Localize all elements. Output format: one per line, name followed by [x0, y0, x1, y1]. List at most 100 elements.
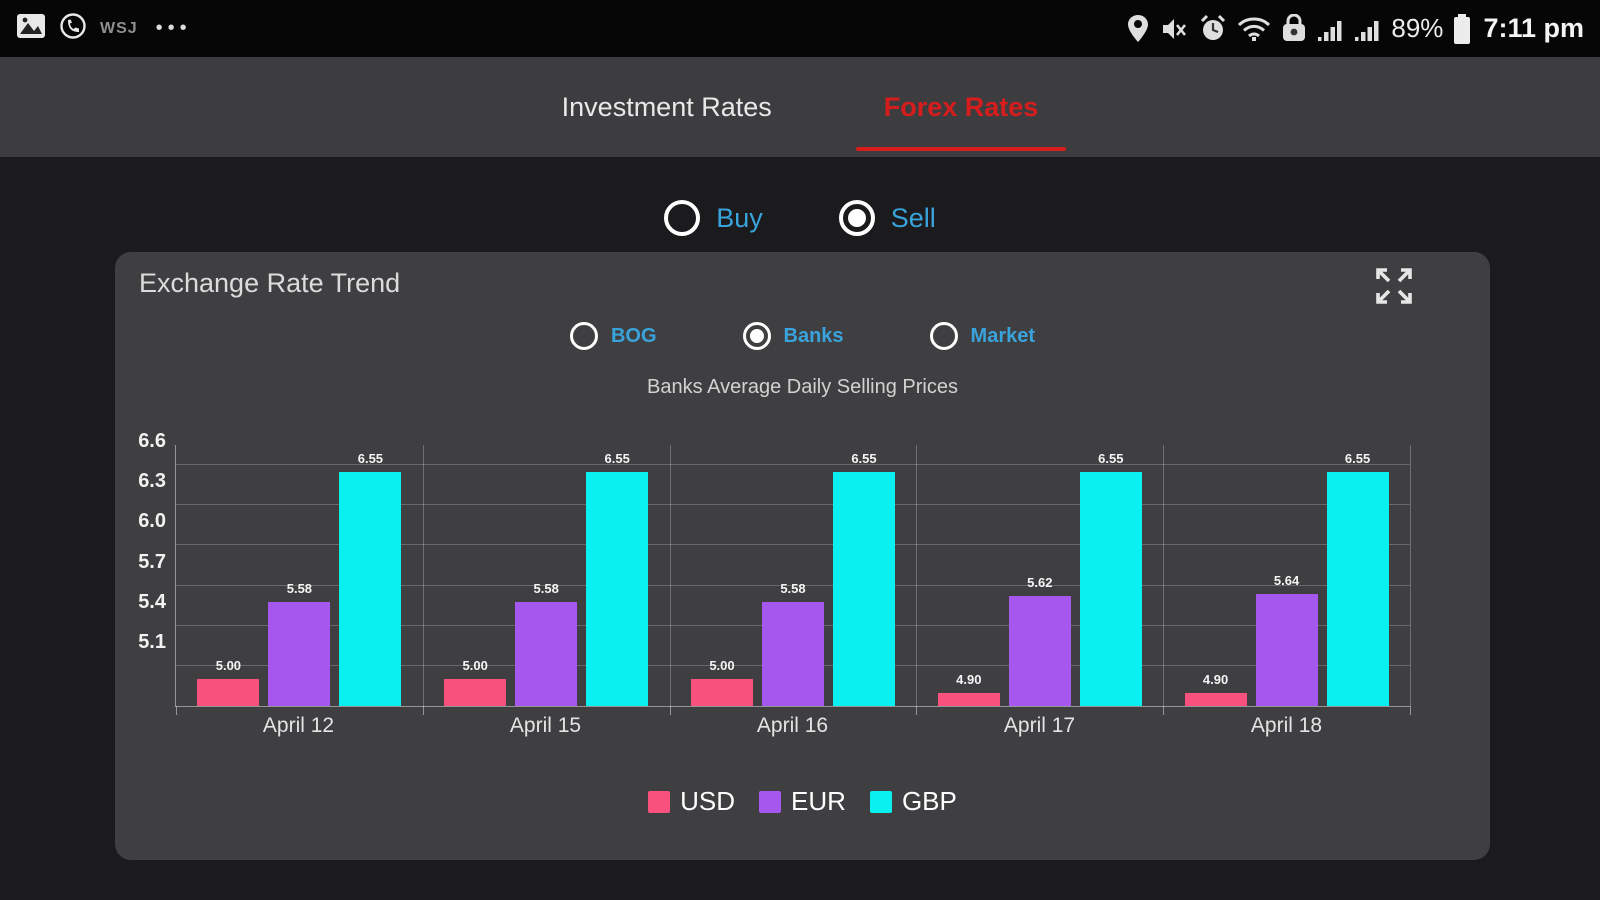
gridline-x-separator — [1163, 445, 1165, 706]
card-title: Exchange Rate Trend — [139, 268, 401, 298]
screenshot-icon — [16, 11, 46, 46]
bar-group-april-12: 5.00 5.58 6.55 — [176, 445, 423, 706]
chart-subtitle: Banks Average Daily Selling Prices — [647, 376, 958, 398]
wsj-notification-badge: WSJ — [100, 19, 138, 37]
bar-value-label: 5.58 — [780, 580, 806, 596]
legend-usd-swatch-icon — [648, 790, 671, 813]
alarm-icon — [1198, 14, 1228, 44]
bar-group-april-16: 5.00 5.58 6.55 — [670, 445, 917, 706]
bar-gbp-april-17: 6.55 — [1079, 451, 1142, 706]
tab-bar: Investment Rates Forex Rates — [0, 57, 1600, 157]
radio-buy-circle-icon — [664, 200, 701, 236]
buy-sell-toggle: Buy Sell — [0, 190, 1600, 246]
whatsapp-icon — [58, 11, 88, 46]
radio-bog-circle-icon — [569, 322, 598, 350]
legend-item-eur: EUR — [759, 786, 846, 817]
legend-gbp-swatch-icon — [869, 790, 892, 813]
bar-value-label: 5.58 — [533, 580, 559, 596]
bar-value-label: 5.00 — [462, 658, 488, 674]
more-notifications-icon: ••• — [155, 17, 192, 39]
radio-bog-label: BOG — [610, 324, 657, 347]
tab-forex-rates[interactable]: Forex Rates — [855, 57, 1067, 157]
bar-value-label: 6.55 — [604, 450, 630, 466]
radio-sell-circle-icon — [838, 200, 875, 236]
bar-usd-april-18: 4.90 — [1184, 672, 1247, 706]
gridline-y-6.3 — [176, 504, 1410, 506]
x-axis-label-april-18: April 18 — [1250, 714, 1323, 737]
legend-gbp-label: GBP — [901, 786, 957, 816]
bar-usd-april-16: 5.00 — [690, 658, 753, 706]
x-axis-label-april-17: April 17 — [1003, 714, 1076, 737]
legend-item-usd: USD — [648, 786, 735, 817]
radio-market[interactable]: Market — [929, 322, 1036, 350]
bar-gbp-april-18: 6.55 — [1326, 451, 1389, 706]
bar-group-april-18: 4.90 5.64 6.55 — [1163, 445, 1410, 706]
gridline-x-separator — [669, 445, 671, 706]
bar-usd-april-15: 5.00 — [444, 658, 507, 706]
gridline-y-5.7 — [176, 584, 1410, 586]
tab-investment-rates[interactable]: Investment Rates — [534, 57, 800, 157]
bar-value-label: 5.64 — [1273, 572, 1300, 588]
radio-market-circle-icon — [929, 322, 958, 350]
tab-forex-rates-label: Forex Rates — [883, 91, 1039, 122]
chart-x-labels: April 12 April 15 April 16 April 17 April 18 — [175, 714, 1410, 744]
location-icon — [1126, 14, 1150, 44]
x-axis-label-april-12: April 12 — [262, 714, 335, 737]
vpn-lock-icon — [1280, 13, 1308, 44]
legend-item-gbp: GBP — [869, 786, 957, 817]
bar-eur-april-15: 5.58 — [515, 581, 578, 706]
bar-value-label: 6.55 — [1098, 450, 1124, 466]
bar-eur-april-17: 5.62 — [1008, 575, 1071, 706]
battery-icon — [1452, 13, 1472, 45]
bar-value-label: 6.55 — [1344, 450, 1371, 466]
mute-icon — [1159, 14, 1189, 44]
radio-banks[interactable]: Banks — [742, 322, 844, 350]
bar-group-april-15: 5.00 5.58 6.55 — [423, 445, 670, 706]
status-bar-left: WSJ ••• — [16, 11, 192, 46]
y-axis-tick-label: 5.4 — [138, 590, 166, 613]
x-axis-tick-mark — [176, 706, 177, 715]
radio-banks-label: Banks — [783, 324, 844, 347]
status-bar-right: 89% 7:11 pm — [1126, 13, 1584, 45]
x-axis-tick-mark — [422, 706, 424, 715]
bar-value-label: 5.00 — [709, 658, 735, 674]
gridline-x-separator — [422, 445, 424, 706]
radio-market-label: Market — [970, 324, 1036, 347]
bar-value-label: 6.55 — [357, 450, 384, 466]
radio-buy[interactable]: Buy — [664, 200, 763, 236]
battery-percent: 89% — [1391, 13, 1444, 43]
radio-sell[interactable]: Sell — [838, 200, 936, 236]
gridline-y-6.6 — [176, 464, 1410, 466]
y-axis-tick-label: 5.7 — [138, 550, 166, 573]
legend-usd-label: USD — [680, 786, 736, 816]
radio-banks-circle-icon — [742, 322, 771, 350]
tab-investment-rates-label: Investment Rates — [561, 91, 772, 122]
radio-buy-label: Buy — [716, 202, 763, 233]
y-axis-tick-label: 6.0 — [138, 510, 166, 533]
legend-eur-swatch-icon — [759, 790, 782, 813]
bar-group-april-17: 4.90 5.62 6.55 — [916, 445, 1163, 706]
x-axis-tick-mark — [1163, 706, 1165, 715]
bar-gbp-april-12: 6.55 — [339, 451, 402, 706]
active-tab-underline — [855, 147, 1067, 151]
x-axis-label-april-15: April 15 — [509, 714, 582, 737]
fullscreen-expand-icon[interactable] — [1370, 262, 1418, 310]
bar-value-label: 5.58 — [286, 580, 313, 596]
signal-sim1-icon — [1317, 15, 1345, 43]
clock-time: 7:11 pm — [1483, 13, 1584, 43]
y-axis-tick-label: 5.1 — [138, 630, 166, 653]
radio-bog[interactable]: BOG — [569, 322, 657, 350]
bar-eur-april-12: 5.58 — [268, 581, 331, 706]
radio-sell-label: Sell — [890, 202, 936, 233]
bar-usd-april-17: 4.90 — [937, 672, 1000, 706]
chart-plot: 5.1 5.4 5.7 6.0 6.3 6.6 5.00 5.58 6.55 5.00 5.58 6.… — [138, 430, 1411, 715]
x-axis-label-april-16: April 16 — [756, 714, 829, 737]
y-axis-tick-label: 6.6 — [138, 430, 166, 453]
status-bar: WSJ ••• 89% — [0, 0, 1600, 57]
bar-eur-april-16: 5.58 — [761, 581, 824, 706]
gridline-x-separator — [1410, 445, 1411, 706]
legend-eur-label: EUR — [791, 786, 846, 816]
bar-gbp-april-16: 6.55 — [832, 451, 895, 706]
bar-value-label: 5.00 — [215, 658, 242, 674]
